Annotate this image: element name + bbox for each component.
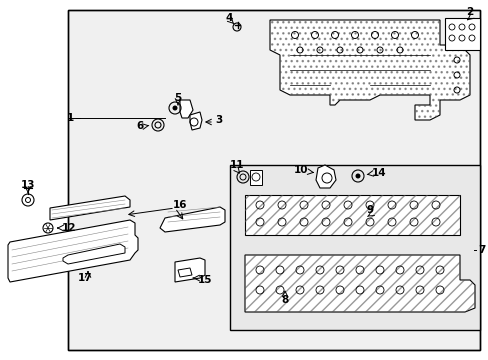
Polygon shape bbox=[8, 220, 138, 282]
Text: 7: 7 bbox=[477, 245, 485, 255]
Polygon shape bbox=[175, 258, 204, 282]
Text: 16: 16 bbox=[172, 200, 187, 210]
Circle shape bbox=[172, 105, 177, 111]
Polygon shape bbox=[244, 195, 459, 235]
Text: 2: 2 bbox=[466, 7, 473, 17]
Polygon shape bbox=[180, 100, 193, 118]
Text: 14: 14 bbox=[371, 168, 386, 178]
Polygon shape bbox=[269, 20, 469, 120]
Text: 13: 13 bbox=[20, 180, 35, 190]
Text: 4: 4 bbox=[225, 13, 232, 23]
Polygon shape bbox=[63, 244, 125, 264]
Text: 8: 8 bbox=[281, 295, 288, 305]
Text: 11: 11 bbox=[229, 160, 244, 170]
Polygon shape bbox=[178, 268, 192, 277]
Text: 5: 5 bbox=[174, 93, 181, 103]
Polygon shape bbox=[50, 196, 130, 220]
Text: 3: 3 bbox=[215, 115, 222, 125]
Text: 1: 1 bbox=[67, 113, 74, 123]
Polygon shape bbox=[249, 170, 262, 185]
Polygon shape bbox=[68, 10, 479, 350]
Text: 12: 12 bbox=[62, 223, 76, 233]
Circle shape bbox=[355, 174, 360, 179]
Polygon shape bbox=[190, 112, 202, 130]
Text: 15: 15 bbox=[197, 275, 212, 285]
Text: 10: 10 bbox=[293, 165, 307, 175]
Polygon shape bbox=[315, 165, 335, 188]
Text: 17: 17 bbox=[78, 273, 92, 283]
Polygon shape bbox=[68, 10, 479, 350]
Polygon shape bbox=[244, 255, 474, 312]
Polygon shape bbox=[160, 207, 224, 232]
Polygon shape bbox=[229, 165, 479, 330]
Polygon shape bbox=[444, 18, 479, 50]
Text: 9: 9 bbox=[366, 205, 373, 215]
Text: 6: 6 bbox=[137, 121, 143, 131]
